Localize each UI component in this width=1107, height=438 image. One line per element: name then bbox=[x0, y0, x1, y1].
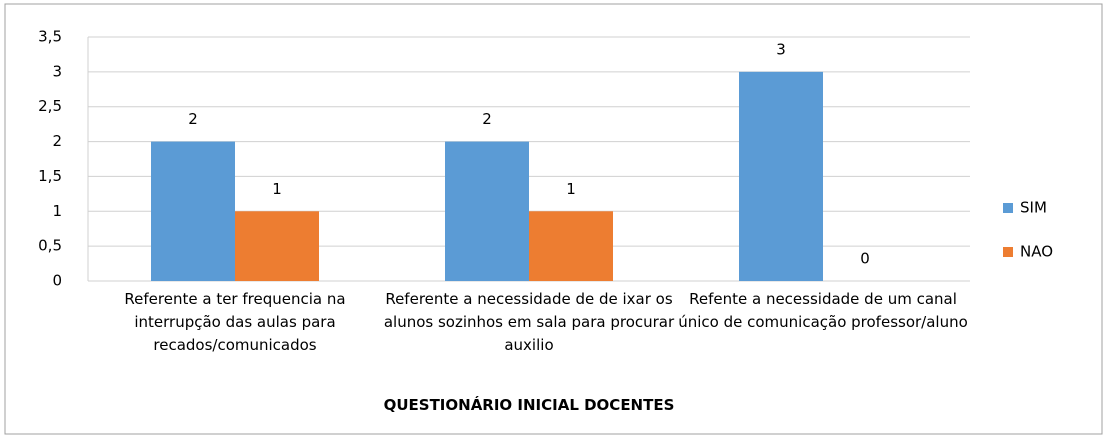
x-axis-title: QUESTIONÁRIO INICIAL DOCENTES bbox=[383, 396, 675, 414]
y-tick-label: 0,5 bbox=[38, 237, 62, 255]
x-tick-label: Refente a necessidade de um canal único … bbox=[678, 290, 968, 331]
y-tick-label: 0 bbox=[52, 272, 62, 290]
legend-swatch bbox=[1003, 247, 1013, 257]
legend-swatch bbox=[1003, 203, 1013, 213]
y-tick-label: 2,5 bbox=[38, 97, 62, 115]
y-tick-label: 1 bbox=[52, 202, 62, 220]
data-label: 3 bbox=[776, 40, 786, 58]
y-tick-label: 2 bbox=[52, 132, 62, 150]
bar bbox=[151, 141, 235, 281]
y-tick-label: 1,5 bbox=[38, 167, 62, 185]
legend-label: NAO bbox=[1020, 243, 1053, 261]
legend-label: SIM bbox=[1020, 199, 1047, 217]
y-tick-label: 3 bbox=[52, 62, 62, 80]
bar bbox=[445, 141, 529, 281]
x-tick-label: Referente a ter frequencia na interrupçã… bbox=[124, 290, 346, 354]
chart-border bbox=[4, 3, 1103, 435]
y-tick-label: 3,5 bbox=[38, 28, 62, 46]
data-label: 1 bbox=[272, 180, 282, 198]
data-label: 2 bbox=[482, 110, 492, 128]
bar bbox=[739, 71, 823, 281]
bar bbox=[235, 211, 319, 281]
x-tick-label: Referente a necessidade de de ixar os al… bbox=[383, 290, 675, 354]
bar bbox=[529, 211, 613, 281]
data-label: 0 bbox=[860, 250, 870, 268]
data-label: 2 bbox=[188, 110, 198, 128]
data-label: 1 bbox=[566, 180, 576, 198]
